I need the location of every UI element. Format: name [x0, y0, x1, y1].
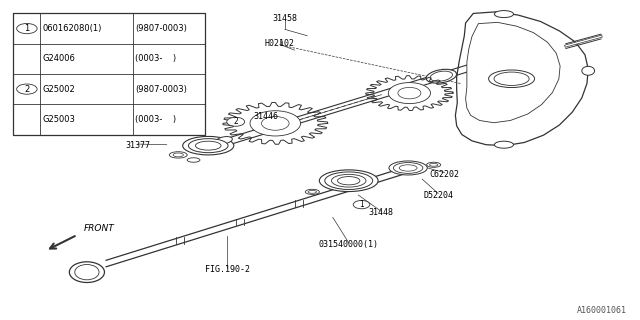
Text: 31377: 31377: [125, 141, 150, 150]
Ellipse shape: [187, 158, 200, 162]
Text: (9807-0003): (9807-0003): [136, 24, 188, 33]
Ellipse shape: [394, 163, 423, 173]
Ellipse shape: [582, 66, 595, 75]
Ellipse shape: [389, 161, 428, 175]
Text: 031540000(1): 031540000(1): [319, 240, 379, 249]
Ellipse shape: [216, 137, 232, 144]
Ellipse shape: [427, 162, 441, 167]
Text: D52204: D52204: [423, 190, 453, 200]
Circle shape: [17, 23, 37, 34]
Text: 060162080(1): 060162080(1): [43, 24, 102, 33]
Ellipse shape: [494, 141, 513, 148]
Ellipse shape: [308, 190, 317, 193]
Ellipse shape: [319, 170, 378, 192]
Polygon shape: [214, 64, 470, 149]
Ellipse shape: [305, 189, 319, 195]
Circle shape: [250, 111, 301, 136]
Ellipse shape: [337, 177, 360, 185]
Text: FRONT: FRONT: [84, 224, 115, 233]
Text: G24006: G24006: [43, 54, 76, 63]
Ellipse shape: [182, 136, 234, 155]
Text: 2: 2: [24, 84, 29, 94]
Ellipse shape: [494, 72, 529, 85]
Text: 31458: 31458: [273, 14, 298, 23]
Circle shape: [398, 87, 421, 99]
Ellipse shape: [494, 11, 513, 18]
Text: A160001061: A160001061: [577, 306, 627, 315]
Bar: [13, 13, 205, 134]
Text: 31448: 31448: [368, 208, 393, 217]
Ellipse shape: [426, 69, 456, 83]
Text: C62202: C62202: [429, 170, 460, 179]
Ellipse shape: [332, 174, 366, 187]
Text: (9807-0003): (9807-0003): [136, 84, 188, 94]
Text: 1: 1: [24, 24, 29, 33]
Circle shape: [17, 84, 37, 94]
Circle shape: [353, 200, 370, 209]
Circle shape: [227, 117, 244, 126]
Ellipse shape: [75, 265, 99, 280]
Text: (0003-    ): (0003- ): [136, 54, 177, 63]
Text: FIG.190-2: FIG.190-2: [205, 265, 250, 275]
Text: G25003: G25003: [43, 115, 76, 124]
Ellipse shape: [170, 152, 187, 158]
Ellipse shape: [488, 70, 534, 87]
Circle shape: [262, 116, 289, 130]
Ellipse shape: [173, 153, 183, 157]
Ellipse shape: [430, 71, 452, 81]
Text: H02102: H02102: [265, 39, 295, 48]
Polygon shape: [106, 168, 403, 267]
Circle shape: [388, 83, 431, 104]
Ellipse shape: [429, 163, 438, 166]
Ellipse shape: [324, 172, 372, 189]
Polygon shape: [456, 12, 588, 146]
Text: G25002: G25002: [43, 84, 76, 94]
Ellipse shape: [69, 262, 104, 283]
Text: 31446: 31446: [253, 113, 278, 122]
Ellipse shape: [188, 139, 228, 153]
Text: (0003-    ): (0003- ): [136, 115, 177, 124]
Ellipse shape: [195, 141, 221, 150]
Polygon shape: [466, 22, 560, 123]
Ellipse shape: [399, 165, 417, 171]
Text: 2: 2: [234, 117, 238, 126]
Text: 1: 1: [359, 200, 364, 209]
